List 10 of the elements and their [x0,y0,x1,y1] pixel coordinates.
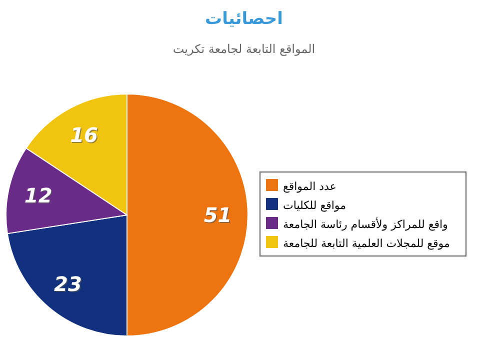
legend-label: عدد المواقع [283,180,336,193]
data-label: 16 [71,124,100,148]
chart-title: احصائيات [204,9,284,29]
data-label: 23 [55,272,83,297]
legend-label: موقع للمجلات العلمية التابعة للجامعة [283,237,450,250]
data-label: 12 [25,184,54,209]
legend-label: واقع للمراكز ولأقسام رئاسة الجامعة [283,217,448,231]
legend-label: مواقع للكليات [283,199,346,212]
chart-subtitle: المواقع التابعة لجامعة تكريت [172,42,316,56]
data-label: 51 [204,204,233,228]
